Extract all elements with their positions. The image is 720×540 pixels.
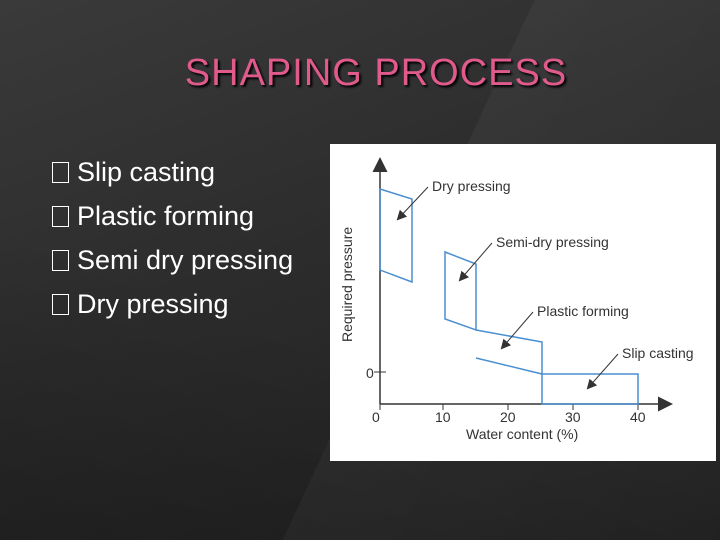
y-tick-label: 0 bbox=[366, 365, 374, 381]
label-dry-pressing: Dry pressing bbox=[432, 178, 511, 194]
bullet-item: Semi dry pressing bbox=[52, 238, 293, 282]
x-ticks bbox=[379, 404, 639, 410]
bullet-text: Semi dry pressing bbox=[77, 245, 294, 275]
x-tick-label: 20 bbox=[500, 409, 516, 425]
x-tick-label: 30 bbox=[565, 409, 581, 425]
x-tick-label: 40 bbox=[630, 409, 646, 425]
semi-dry-pressing-region bbox=[444, 250, 477, 332]
bullet-text: Dry pressing bbox=[77, 289, 229, 319]
bullet-box-icon bbox=[52, 293, 69, 315]
pointer-arrow bbox=[500, 311, 534, 350]
bullet-item: Plastic forming bbox=[52, 194, 293, 238]
bullet-box-icon bbox=[52, 205, 69, 227]
y-axis-label: Required pressure bbox=[339, 227, 355, 342]
pointer-arrow bbox=[586, 353, 619, 390]
bullet-item: Slip casting bbox=[52, 150, 293, 194]
label-plastic-forming: Plastic forming bbox=[537, 303, 629, 319]
label-slip-casting: Slip casting bbox=[622, 345, 694, 361]
slide-title: SHAPING PROCESS bbox=[184, 52, 568, 94]
dry-pressing-region bbox=[379, 187, 413, 284]
bullet-text: Plastic forming bbox=[77, 201, 255, 231]
x-axis-label: Water content (%) bbox=[466, 426, 578, 442]
bullet-list: Slip casting Plastic forming Semi dry pr… bbox=[52, 150, 293, 326]
bullet-text: Slip casting bbox=[77, 157, 216, 187]
diagram-svg: 0 0 10 20 30 40 Water content (%) Requir… bbox=[339, 157, 694, 442]
slip-casting-region bbox=[541, 373, 639, 405]
x-tick-label: 0 bbox=[372, 409, 380, 425]
bullet-box-icon bbox=[52, 161, 69, 183]
x-tick-label: 10 bbox=[435, 409, 451, 425]
pointer-arrow bbox=[396, 186, 429, 221]
pointer-arrow bbox=[458, 242, 493, 282]
label-semi-dry-pressing: Semi-dry pressing bbox=[496, 234, 609, 250]
bullet-item: Dry pressing bbox=[52, 282, 293, 326]
pressure-diagram: 0 0 10 20 30 40 Water content (%) Requir… bbox=[330, 144, 716, 461]
bullet-box-icon bbox=[52, 249, 69, 271]
plastic-forming-region bbox=[475, 329, 543, 375]
